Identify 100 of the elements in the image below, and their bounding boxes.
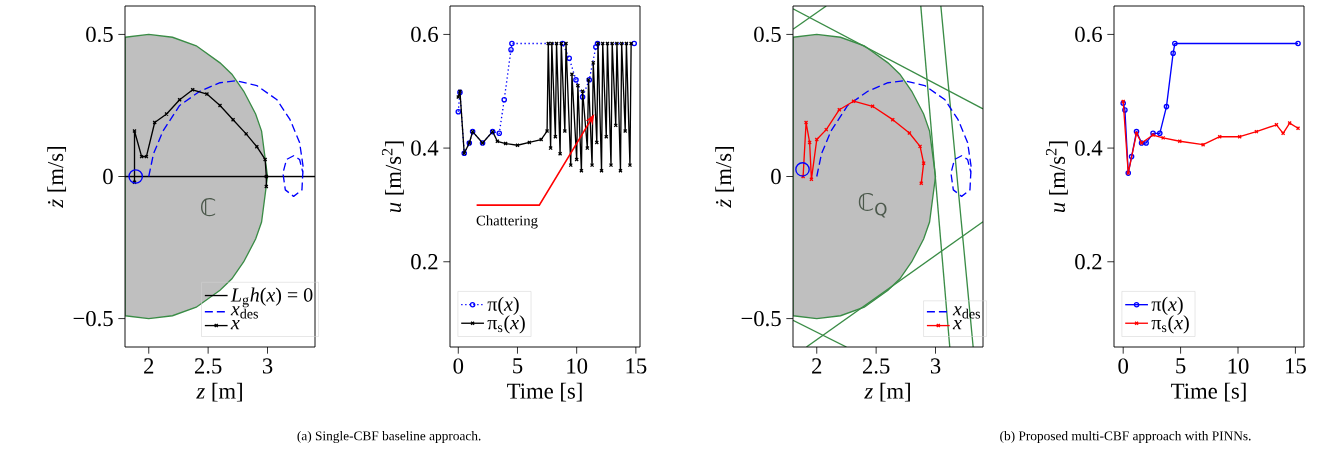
x-tick-label: 0 [1118,358,1128,374]
y-tick-label: −0.5 [741,310,781,327]
legend-label: π(x) [1151,296,1183,315]
point [575,83,581,88]
x-tick-label: 15 [626,358,647,374]
x-tick-label: 2.5 [862,358,890,374]
point [814,137,819,142]
legend-label: x$_{des}$ [952,306,981,319]
point [515,143,520,148]
legend-label: π$_{s}$(x) [1151,315,1189,334]
point [508,46,514,53]
point [1274,122,1279,127]
y-tick-label: 0.2 [411,254,438,270]
point [599,168,604,173]
point [618,168,623,173]
point [455,108,462,115]
point [527,140,532,145]
x-tick-label: 5 [1176,358,1186,374]
y-tick-label: 0.4 [1075,140,1103,156]
y-tick-label: 0.6 [411,26,438,43]
point [824,127,829,132]
point [907,130,912,136]
x-axis-title: z [m] [196,382,242,402]
point [614,41,620,46]
point [152,120,157,125]
y-tick-label: 0 [771,168,781,185]
point [569,72,575,77]
annotation: Chattering [476,215,538,229]
point [264,174,269,179]
point [1200,142,1206,147]
legend-label: π(x) [487,296,519,315]
point [495,139,500,144]
annotation: ℂ$_{Q}$ [858,192,887,218]
y-tick-label: 0.6 [1075,26,1102,43]
legend-label: x [230,319,240,330]
point [164,111,169,117]
y-tick-label: 0.2 [1075,254,1102,270]
point [509,40,515,47]
point [1143,140,1149,146]
text: (a) Single-CBF baseline approach. [297,430,481,444]
y-axis-title: u [m/s$^{2}$] [1045,141,1068,213]
point [1172,40,1178,47]
point [851,99,856,104]
x-tick-label: 5 [513,358,523,374]
point [623,128,628,134]
point [579,168,584,173]
point [503,141,508,146]
text: (b) Proposed multi-CBF approach with PINNs. [1000,430,1251,444]
x-axis-title: z [m] [864,382,910,402]
point [580,89,585,94]
point [566,55,573,62]
point [608,162,614,168]
point [254,144,259,149]
x-tick-label: 2.5 [194,358,222,374]
point [557,151,563,156]
y-axis-title: ż [m/s] [47,147,67,208]
annotation: ℂ [201,198,216,217]
point [921,160,926,166]
point [890,117,895,122]
point [496,130,503,137]
point [917,144,923,149]
point [128,169,144,184]
legend-label: π$_{s}$(x) [487,315,525,334]
point [132,128,137,134]
y-tick-label: 0.5 [86,26,113,43]
x-axis-title: Time [s] [1171,382,1246,402]
point [262,157,268,162]
point [1170,50,1176,56]
point [230,117,236,122]
point [870,104,875,109]
point [591,60,596,66]
point [809,177,814,182]
point [1280,131,1286,136]
point [190,87,195,93]
x-tick-label: 0 [453,358,464,374]
point [1287,120,1292,126]
point [594,140,599,145]
x-tick-label: 2 [812,358,822,374]
x-tick-label: 15 [1286,358,1306,374]
point [613,123,618,128]
x-tick-label: 3 [262,358,273,374]
y-axis-title: u [m/s$^{2}$] [381,141,404,213]
point [217,103,223,108]
point [177,97,182,102]
point [1157,130,1163,137]
y-tick-label: 0.4 [411,140,439,156]
point [589,162,595,168]
point [501,96,508,103]
legend-label: x$_{des}$ [230,306,258,319]
point [574,157,579,162]
point [585,145,590,151]
legend-label: x [952,319,962,330]
y-tick-label: 0 [103,168,113,185]
x-axis-title: Time [s] [507,382,582,402]
x-tick-label: 10 [1228,358,1249,374]
point [568,162,573,168]
x-tick-label: 2 [144,358,154,374]
line-series [148,80,304,198]
x-tick-label: 10 [567,358,588,374]
y-axis-title: ż [m/s] [715,147,735,208]
